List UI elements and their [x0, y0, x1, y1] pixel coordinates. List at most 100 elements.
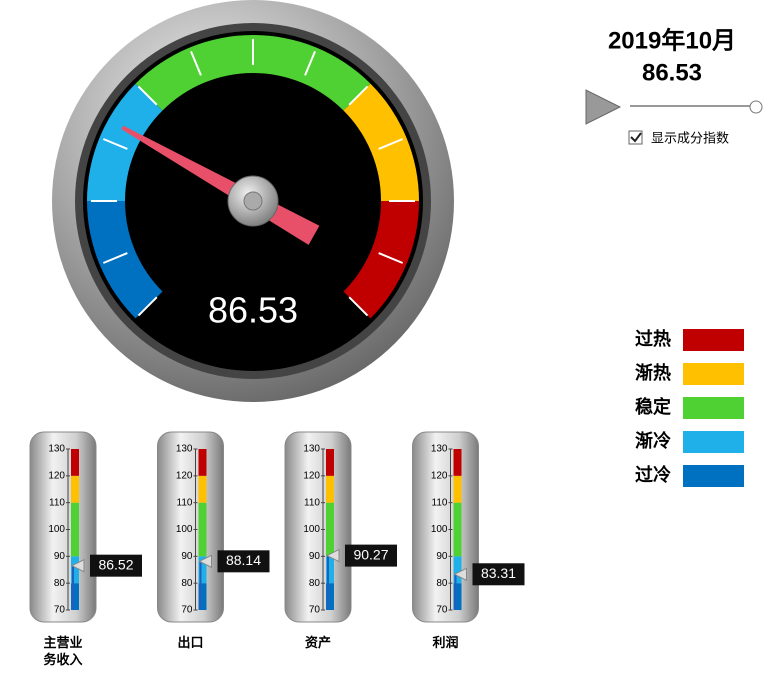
thermometer-value: 90.27: [353, 546, 388, 562]
gauge-tick: [378, 252, 404, 264]
thermometer-tick-label: 70: [181, 605, 193, 616]
thermometer-band: [453, 449, 462, 476]
thermometer-tick-label: 70: [436, 605, 448, 616]
checkbox-box[interactable]: [628, 130, 643, 145]
thermometer-tick-label: 100: [176, 524, 193, 535]
thermometer-tick-label: 120: [303, 470, 320, 481]
thermometer-name: 出口: [177, 635, 204, 650]
thermometer-pointer: [325, 548, 340, 563]
gauge-band: [87, 201, 163, 319]
gauge-tick: [304, 50, 316, 76]
thermometer-tick-label: 120: [431, 470, 448, 481]
thermometer-pointer: [70, 558, 85, 573]
thermometer-tick-label: 110: [49, 497, 65, 508]
play-button[interactable]: [585, 89, 622, 125]
thermometer-name-box: 资产: [304, 635, 331, 650]
checkbox-label[interactable]: 显示成分指数: [651, 130, 729, 145]
legend-swatch: [683, 363, 744, 385]
thermometer-pointer: [198, 554, 212, 569]
thermometer-name-box: 主营业务收入: [43, 635, 83, 667]
thermometer-band: [71, 449, 79, 476]
slider-knob[interactable]: [749, 100, 763, 114]
thermometer-band: [326, 583, 334, 610]
gauge-value: 86.53: [208, 290, 298, 331]
thermometer-band: [326, 449, 334, 476]
thermometer-band: [71, 502, 79, 557]
thermometer-band: [198, 583, 207, 610]
thermometer-tick-label: 110: [304, 497, 320, 508]
thermometer-value: 86.52: [98, 556, 133, 572]
thermometer-value: 88.14: [226, 552, 261, 568]
thermometer-band: [71, 475, 79, 503]
thermometer-tick-label: 100: [431, 524, 448, 535]
thermometer-name: 资产: [304, 635, 331, 650]
thermometer-tick-label: 80: [309, 578, 321, 589]
thermometer-band: [198, 556, 207, 584]
thermometer-tick-label: 90: [436, 551, 448, 562]
thermometer-tube: [157, 431, 224, 623]
gauge-tick: [137, 85, 158, 106]
legend-label: 稳定: [635, 396, 671, 417]
thermometer-tick-label: 80: [436, 578, 448, 589]
thermometer-tick-label: 90: [309, 551, 321, 562]
thermometer-name: 主营业务收入: [43, 635, 83, 667]
value-box: [345, 544, 397, 567]
thermometer-tick-label: 120: [48, 470, 65, 481]
thermometer-band: [453, 475, 462, 503]
thermometer-tick-label: 100: [303, 524, 320, 535]
thermometer-tick-label: 80: [181, 578, 193, 589]
thermometer-name: 利润: [432, 635, 459, 650]
thermometer-value: 83.31: [481, 565, 516, 581]
current-value: 86.53: [642, 59, 702, 86]
thermometer-tube: [29, 431, 97, 623]
thermometer-band: [326, 556, 334, 584]
gauge-band: [343, 83, 419, 201]
checkmark: [630, 132, 642, 143]
thermometer-band: [198, 449, 207, 476]
thermometer-band: [71, 556, 79, 584]
thermometer-tick-label: 90: [54, 551, 66, 562]
value-box: [217, 550, 270, 573]
thermometer-band: [326, 502, 334, 557]
legend-swatch: [683, 431, 744, 453]
gauge-tick: [348, 296, 369, 317]
gauge-tick: [190, 50, 202, 76]
thermometer-band: [198, 502, 207, 557]
gauge-tick: [137, 296, 158, 317]
thermometer-band: [71, 583, 79, 610]
gauge-tick: [348, 85, 369, 106]
checkbox[interactable]: [628, 130, 643, 145]
legend-label: 渐热: [635, 362, 671, 383]
thermometer-band: [453, 556, 462, 584]
thermometer-name-box: 出口: [177, 635, 204, 650]
thermometer-band: [198, 475, 207, 503]
thermometer-tick-label: 70: [309, 605, 321, 616]
thermometer-tick-label: 70: [54, 605, 66, 616]
thermometer-band: [453, 583, 462, 610]
thermometer-tick-label: 130: [303, 444, 320, 455]
legend-label: 过热: [635, 328, 671, 349]
legend-label: 渐冷: [635, 430, 671, 451]
thermometer-tick-label: 80: [54, 578, 66, 589]
thermometer-band: [326, 475, 334, 503]
gauge-band: [87, 83, 163, 201]
thermometer-tube: [284, 431, 352, 623]
thermometer-tick-label: 130: [176, 444, 193, 455]
thermometer-tick-label: 130: [431, 444, 448, 455]
gauge-tick: [378, 138, 404, 150]
date: 2019年10月: [608, 26, 736, 54]
legend-swatch: [683, 329, 744, 351]
gauge-hub-center: [243, 191, 263, 211]
legend-swatch: [683, 397, 744, 419]
value-box: [472, 563, 525, 586]
thermometer-tick-label: 100: [48, 524, 65, 535]
gauge-band: [343, 201, 419, 319]
thermometer-band: [453, 502, 462, 557]
thermometer-pointer: [453, 567, 467, 582]
gauge-tick: [102, 252, 128, 264]
thermometer-tick-label: 120: [176, 470, 193, 481]
gauge-band: [135, 35, 371, 111]
legend-swatch: [683, 465, 744, 487]
thermometer-tick-label: 90: [181, 551, 193, 562]
